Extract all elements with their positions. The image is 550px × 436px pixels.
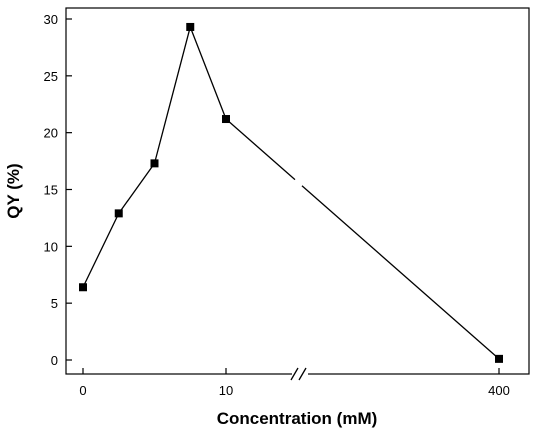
y-tick-label: 15 (44, 183, 58, 198)
y-tick-label: 10 (44, 239, 58, 254)
data-point (186, 22, 195, 31)
y-tick-label: 30 (44, 12, 58, 27)
series-segment (189, 26, 227, 120)
data-point (495, 354, 503, 363)
data-point (222, 115, 230, 124)
x-axis-ticks: 0 10 400 (79, 368, 510, 398)
data-point (150, 159, 159, 168)
data-point (79, 283, 87, 292)
line-break-gap (293, 178, 304, 188)
y-axis-ticks: 0 5 10 15 20 25 30 (44, 12, 72, 368)
y-tick-label: 20 (44, 126, 58, 141)
data-point (114, 209, 123, 218)
series-segment (225, 118, 500, 360)
series-markers (79, 22, 503, 363)
series-segment (153, 26, 191, 164)
y-tick-label: 0 (51, 353, 58, 368)
y-axis-title: QY (%) (4, 163, 23, 218)
series-segment (82, 213, 120, 288)
x-tick-label: 400 (488, 383, 510, 398)
x-axis-break-mark (290, 367, 308, 381)
x-tick-label: 0 (79, 383, 86, 398)
x-tick-label: 10 (219, 383, 233, 398)
y-tick-label: 25 (44, 69, 58, 84)
series-segment (118, 162, 156, 214)
series-line (82, 26, 500, 360)
y-tick-label: 5 (51, 296, 58, 311)
x-axis-title: Concentration (mM) (217, 409, 378, 428)
